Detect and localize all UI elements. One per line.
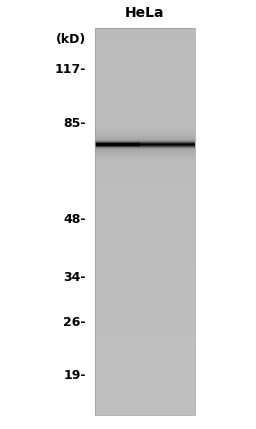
Bar <box>95 28 195 415</box>
Text: 26-: 26- <box>63 316 86 329</box>
Text: HeLa: HeLa <box>125 6 165 20</box>
Text: (kD): (kD) <box>56 33 86 46</box>
Text: 34-: 34- <box>63 271 86 284</box>
Text: 85-: 85- <box>63 117 86 130</box>
Text: 19-: 19- <box>63 369 86 382</box>
Text: 117-: 117- <box>55 63 86 76</box>
Text: 48-: 48- <box>63 213 86 226</box>
